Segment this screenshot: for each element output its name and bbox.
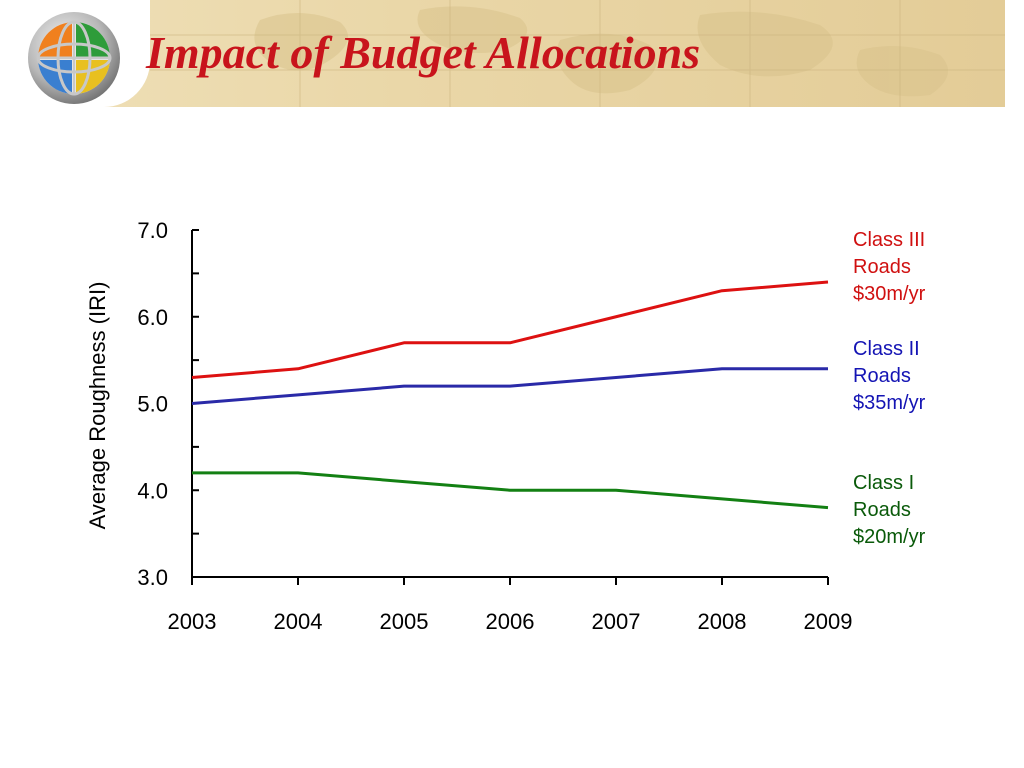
series-label-1: Class III	[853, 229, 925, 251]
series-line-1	[191, 280, 829, 379]
x-tick-label: 2007	[592, 609, 641, 634]
world-map-texture	[150, 0, 1005, 107]
x-tick-label: 2008	[698, 609, 747, 634]
series-line-2	[191, 367, 828, 405]
series-label-2: Roads	[853, 365, 911, 387]
y-tick-label: 5.0	[137, 392, 168, 417]
x-tick-label: 2005	[380, 609, 429, 634]
page-title: Impact of Budget Allocations	[146, 27, 701, 78]
x-tick-label: 2004	[274, 609, 323, 634]
series-label-1: $30m/yr	[853, 283, 926, 305]
series-label-1: Roads	[853, 256, 911, 278]
y-axis-label: Average Roughness (IRI)	[85, 282, 110, 530]
series-line-3	[192, 471, 829, 510]
series-label-3: Roads	[853, 499, 911, 521]
series-label-2: $35m/yr	[853, 392, 926, 414]
y-tick-label: 7.0	[137, 218, 168, 243]
y-tick-label: 6.0	[137, 305, 168, 330]
globe-logo-icon	[28, 12, 120, 104]
header-banner	[0, 0, 1005, 107]
y-tick-label: 4.0	[137, 478, 168, 503]
x-tick-label: 2009	[804, 609, 853, 634]
y-tick-label: 3.0	[137, 565, 168, 590]
x-tick-label: 2006	[486, 609, 535, 634]
series-label-3: Class I	[853, 472, 914, 494]
series-label-3: $20m/yr	[853, 526, 926, 548]
series-label-2: Class II	[853, 338, 920, 360]
x-tick-label: 2003	[168, 609, 217, 634]
